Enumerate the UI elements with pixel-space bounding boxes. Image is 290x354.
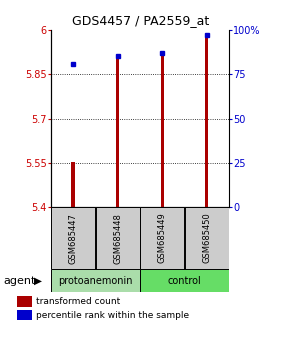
Bar [185,207,229,269]
Bar [17,296,32,307]
Text: ▶: ▶ [34,275,42,286]
Text: GSM685449: GSM685449 [158,213,167,263]
Text: GSM685447: GSM685447 [68,213,77,263]
Bar [140,207,184,269]
Text: percentile rank within the sample: percentile rank within the sample [36,310,189,320]
Bar [51,269,140,292]
Text: control: control [168,275,201,286]
Bar [140,269,229,292]
Text: GDS4457 / PA2559_at: GDS4457 / PA2559_at [72,13,209,27]
Text: agent: agent [3,275,35,286]
Text: GSM685448: GSM685448 [113,213,122,263]
Bar [71,162,75,207]
Text: transformed count: transformed count [36,297,120,306]
Bar [96,207,140,269]
Bar [51,207,95,269]
Bar [17,310,32,320]
Bar [205,36,209,207]
Bar [116,57,119,207]
Bar [161,53,164,207]
Text: GSM685450: GSM685450 [202,213,211,263]
Text: protoanemonin: protoanemonin [58,275,133,286]
